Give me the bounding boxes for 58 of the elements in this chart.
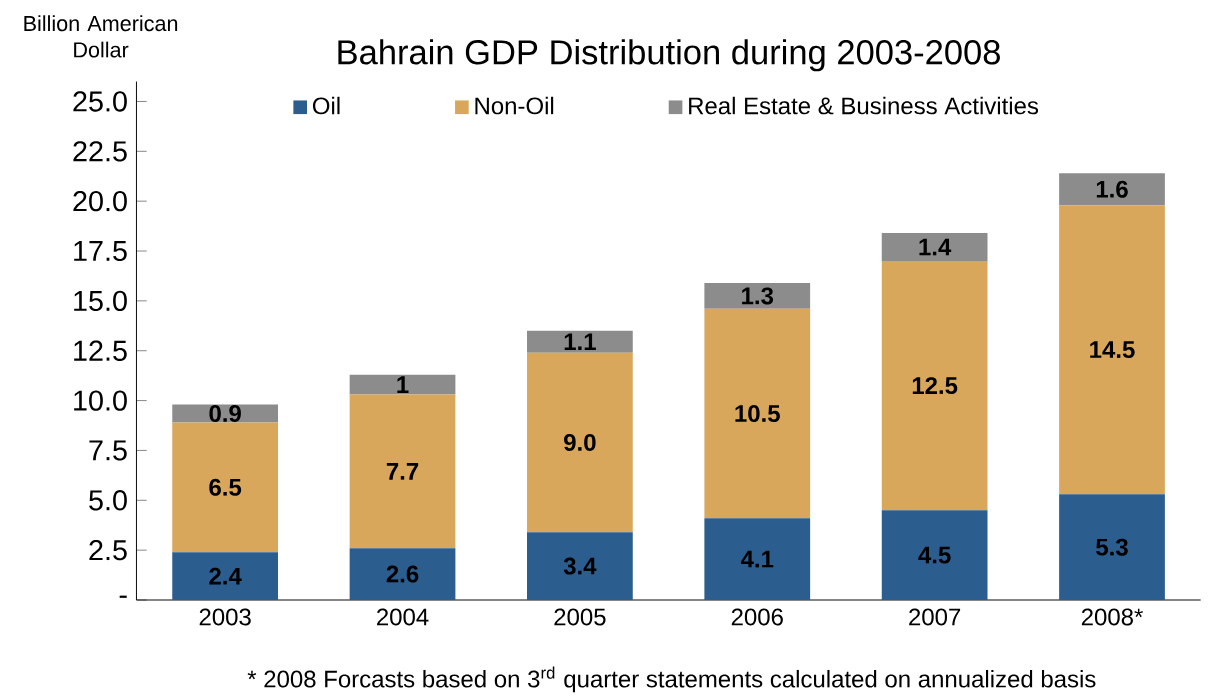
x-tick-label: 2006 [731, 608, 783, 626]
y-tick-label: 25.0 [73, 91, 127, 112]
legend-label: Non-Oil [475, 96, 554, 115]
data-label: 10.5 [735, 405, 780, 423]
y-tick-label: 15.0 [74, 290, 127, 312]
data-label: 3.4 [563, 557, 597, 575]
y-tick-label: 5.0 [89, 490, 127, 511]
bar [1059, 173, 1165, 206]
data-label: 12.5 [912, 377, 958, 395]
data-label: 2.4 [209, 567, 242, 585]
y-tick-label: 7.5 [89, 440, 127, 461]
x-tick-label: 2005 [554, 608, 606, 626]
data-label: 2.6 [386, 565, 419, 583]
x-tick-label: 2004 [377, 608, 429, 626]
x-tick-label: 2007 [909, 608, 961, 626]
bar [704, 518, 811, 601]
bar [881, 510, 988, 601]
y-tick-label: - [119, 595, 127, 598]
y-tick-label: 22.5 [73, 141, 127, 162]
data-label: 0.9 [209, 405, 241, 423]
legend-label: Real Estate & Business Activities [689, 96, 1039, 115]
data-label: 1.6 [1096, 180, 1128, 198]
bar [704, 308, 811, 519]
data-label: 1.4 [919, 238, 952, 256]
bar [704, 282, 811, 309]
y-axis-title: Billion American Dollar [24, 15, 178, 58]
bar [349, 548, 456, 601]
bar [1059, 205, 1165, 495]
data-label: 5.3 [1096, 538, 1128, 556]
bar [349, 394, 456, 549]
x-tick-label: 2003 [199, 608, 251, 626]
y-tick-label: 2.5 [89, 540, 127, 561]
data-label: 4.5 [918, 546, 951, 564]
bar [1059, 494, 1165, 601]
bar [527, 330, 633, 353]
chart-title: Bahrain GDP Distribution during 2003-2008 [338, 39, 1000, 72]
bar [881, 233, 988, 262]
bar [172, 422, 279, 553]
data-label: 4.1 [740, 550, 774, 568]
data-label: 7.7 [386, 463, 419, 480]
data-label: 1.3 [742, 287, 774, 305]
y-tick-label: 17.5 [74, 241, 127, 262]
x-tick-label: 2008* [1081, 608, 1143, 626]
data-label: 1.1 [564, 333, 596, 351]
data-label: 6.5 [209, 478, 242, 496]
bar [527, 532, 633, 601]
legend-label: Oil [312, 96, 340, 115]
data-label: 14.5 [1090, 341, 1135, 359]
bar [527, 352, 633, 533]
bar [881, 261, 988, 511]
data-label: 9.0 [564, 434, 596, 451]
data-label: 1 [397, 376, 409, 393]
text: * 2008 Forcasts based on 3$^{rd}$ quarter statements calculated on annualized basis [247, 666, 1096, 693]
bar [172, 552, 279, 601]
y-tick-label: 12.5 [74, 340, 127, 361]
y-tick-label: 10.0 [74, 390, 127, 411]
y-tick-label: 20.0 [73, 191, 127, 212]
bar [349, 374, 456, 395]
